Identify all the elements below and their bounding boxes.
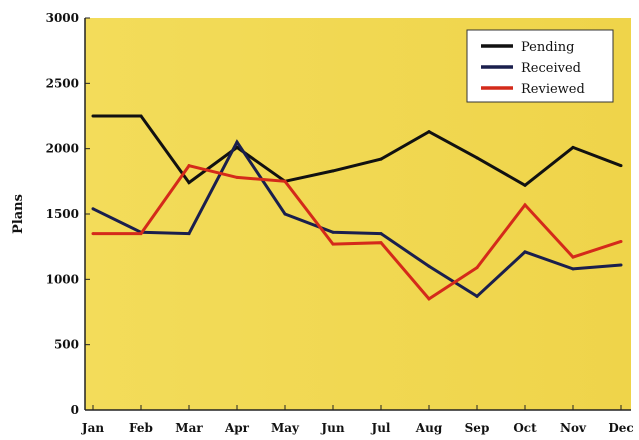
- y-tick-label: 2000: [46, 142, 79, 156]
- data-point-reviewed: [379, 241, 383, 245]
- y-axis-title: Plans: [11, 194, 26, 234]
- data-point-reviewed: [331, 242, 335, 246]
- data-point-pending: [475, 156, 479, 160]
- data-point-pending: [619, 164, 623, 168]
- x-tick-label: May: [271, 421, 300, 435]
- y-tick-label: 1500: [46, 207, 79, 221]
- data-point-pending: [331, 169, 335, 173]
- data-point-pending: [139, 114, 143, 118]
- data-point-pending: [523, 183, 527, 187]
- y-tick-label: 0: [71, 403, 79, 417]
- y-tick-label: 2500: [46, 76, 79, 90]
- y-tick-label: 500: [54, 338, 79, 352]
- x-tick-label: Oct: [513, 421, 537, 435]
- legend-label-pending: Pending: [521, 40, 574, 55]
- data-point-received: [379, 232, 383, 236]
- y-tick-label: 1000: [46, 272, 79, 286]
- series-layer: [91, 114, 623, 301]
- x-tick-label: Mar: [175, 421, 203, 435]
- data-point-pending: [427, 130, 431, 134]
- x-tick-label: Sep: [465, 421, 490, 435]
- data-point-pending: [379, 157, 383, 161]
- data-point-received: [427, 264, 431, 268]
- data-point-reviewed: [475, 266, 479, 270]
- data-point-received: [187, 232, 191, 236]
- data-point-received: [619, 263, 623, 267]
- data-point-reviewed: [619, 239, 623, 243]
- legend-label-received: Received: [521, 61, 581, 76]
- x-tick-label: Jun: [320, 421, 344, 435]
- data-point-reviewed: [523, 203, 527, 207]
- data-point-pending: [571, 145, 575, 149]
- x-tick-label: Jan: [81, 421, 104, 435]
- data-point-reviewed: [235, 175, 239, 179]
- data-point-received: [283, 212, 287, 216]
- data-point-pending: [187, 181, 191, 185]
- data-point-reviewed: [91, 232, 95, 236]
- data-point-reviewed: [283, 179, 287, 183]
- x-tick-label: Dec: [608, 421, 633, 435]
- series-line-received: [92, 139, 622, 299]
- y-tick-label: 3000: [46, 11, 79, 25]
- series-line-reviewed: [93, 164, 622, 301]
- legend-label-reviewed: Reviewed: [521, 82, 585, 97]
- data-point-received: [235, 140, 239, 144]
- x-tick-label: Aug: [415, 421, 443, 435]
- data-point-received: [475, 294, 479, 298]
- legend: Pending Received Reviewed: [466, 29, 614, 103]
- axes: 0 500 1000 1500 2000 2500 3000 Jan Feb Mar Apr May J…: [46, 11, 634, 435]
- data-point-reviewed: [187, 164, 191, 168]
- data-point-received: [331, 230, 335, 234]
- data-point-reviewed: [427, 297, 431, 301]
- x-tick-label: Jul: [371, 421, 391, 435]
- data-point-reviewed: [139, 232, 143, 236]
- data-point-received: [523, 250, 527, 254]
- series-line-pending: [93, 114, 622, 188]
- x-tick-label: Nov: [560, 421, 587, 435]
- data-point-reviewed: [571, 255, 575, 259]
- x-tick-label: Apr: [224, 421, 250, 435]
- data-point-received: [91, 207, 95, 211]
- data-point-pending: [91, 114, 95, 118]
- data-point-received: [571, 267, 575, 271]
- x-tick-label: Feb: [129, 421, 153, 435]
